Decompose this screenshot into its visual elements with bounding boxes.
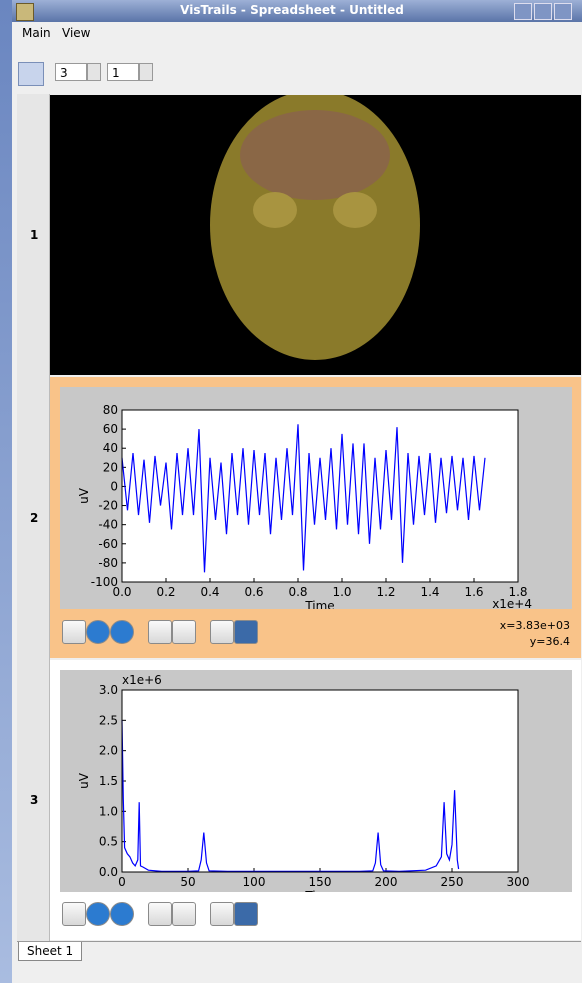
y-tick-label: -20 xyxy=(98,499,118,513)
y-tick-label: 0.5 xyxy=(99,835,118,849)
y-tick-label: 80 xyxy=(103,403,118,417)
x-tick-label: 0.0 xyxy=(112,585,131,599)
volume-render-cell xyxy=(50,95,581,375)
y-tick-label: -60 xyxy=(98,537,118,551)
home-button[interactable] xyxy=(62,902,86,926)
y-tick-label: 3.0 xyxy=(99,683,118,697)
x-tick-label: 100 xyxy=(243,875,266,889)
x-tick-label: 50 xyxy=(180,875,195,889)
desktop-strip xyxy=(0,0,12,983)
window-title: VisTrails - Spreadsheet - Untitled xyxy=(12,3,572,17)
x-tick-label: 250 xyxy=(441,875,464,889)
x-tick-label: 300 xyxy=(507,875,530,889)
x-tick-label: 0.8 xyxy=(288,585,307,599)
eye-render xyxy=(333,192,377,228)
cursor-x: x=3.83e+03 xyxy=(500,619,570,632)
x-axis-label: Time xyxy=(304,889,334,892)
x-tick-label: 1.4 xyxy=(420,585,439,599)
zoom-button[interactable] xyxy=(172,620,196,644)
x-offset-label: x1e+4 xyxy=(492,597,532,609)
menu-item[interactable]: View xyxy=(62,26,90,40)
y-tick-label: 20 xyxy=(103,460,118,474)
configure-button[interactable] xyxy=(210,902,234,926)
y-tick-label: 0.0 xyxy=(99,865,118,879)
spin-buttons[interactable] xyxy=(139,63,153,81)
row-header: 2 xyxy=(30,511,38,525)
forward-button[interactable] xyxy=(110,620,134,644)
x-tick-label: 0.2 xyxy=(156,585,175,599)
brain-render xyxy=(240,110,390,200)
x-axis-label: Time xyxy=(304,599,334,609)
y-tick-label: 2.5 xyxy=(99,713,118,727)
y-tick-label: -80 xyxy=(98,556,118,570)
spin-buttons[interactable] xyxy=(87,63,101,81)
forward-button[interactable] xyxy=(110,902,134,926)
back-button[interactable] xyxy=(86,620,110,644)
maximize-button[interactable] xyxy=(534,3,552,20)
page: VisTrails - Spreadsheet - Untitled Main … xyxy=(0,0,582,983)
tab-line xyxy=(17,941,581,942)
y-tick-label: 1.0 xyxy=(99,804,118,818)
plot-panel: 0.0 0.5 1.0 1.5 2.0 2.5 3.0 0 50 100 150 200 250 300 T… xyxy=(60,670,572,892)
x-tick-label: 0 xyxy=(118,875,126,889)
home-button[interactable] xyxy=(62,620,86,644)
y-axis-label: uV xyxy=(77,772,91,789)
y-tick-label: 2.0 xyxy=(99,744,118,758)
y-tick-label: 40 xyxy=(103,441,118,455)
title-bar: VisTrails - Spreadsheet - Untitled xyxy=(12,0,582,22)
back-button[interactable] xyxy=(86,902,110,926)
columns-spinbox[interactable]: 1 xyxy=(107,63,139,81)
y-tick-label: 0 xyxy=(110,479,118,493)
x-tick-label: 0.6 xyxy=(244,585,263,599)
row-header: 3 xyxy=(30,793,38,807)
pan-button[interactable] xyxy=(148,620,172,644)
y-tick-label: 60 xyxy=(103,422,118,436)
x-tick-label: 0.4 xyxy=(200,585,219,599)
x-tick-label: 150 xyxy=(309,875,332,889)
x-tick-label: 1.2 xyxy=(376,585,395,599)
layout-button[interactable] xyxy=(18,62,44,86)
close-button[interactable] xyxy=(554,3,572,20)
minimize-button[interactable] xyxy=(514,3,532,20)
save-button[interactable] xyxy=(234,902,258,926)
x-tick-label: 1.0 xyxy=(332,585,351,599)
save-button[interactable] xyxy=(234,620,258,644)
row-header: 1 xyxy=(30,228,38,242)
cursor-y: y=36.4 xyxy=(530,635,570,648)
rows-spinbox[interactable]: 3 xyxy=(55,63,87,81)
menu-item[interactable]: Main xyxy=(22,26,51,40)
x-tick-label: 200 xyxy=(375,875,398,889)
y-offset-label: x1e+6 xyxy=(122,673,162,687)
zoom-button[interactable] xyxy=(172,902,196,926)
eye-render xyxy=(253,192,297,228)
sheet-tab[interactable]: Sheet 1 xyxy=(18,942,82,961)
y-axis-label: uV xyxy=(77,487,91,504)
y-tick-label: 1.5 xyxy=(99,774,118,788)
pan-button[interactable] xyxy=(148,902,172,926)
x-tick-label: 1.6 xyxy=(464,585,483,599)
configure-button[interactable] xyxy=(210,620,234,644)
y-tick-label: -40 xyxy=(98,518,118,532)
axes-area xyxy=(122,690,518,872)
